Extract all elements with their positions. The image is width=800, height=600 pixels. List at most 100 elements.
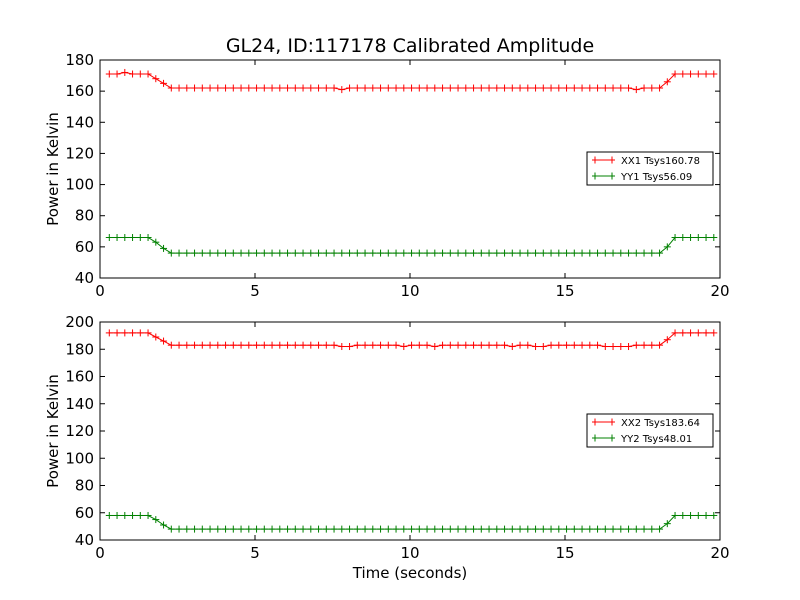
data-point	[423, 341, 431, 349]
data-point	[338, 525, 346, 533]
data-point	[702, 234, 710, 242]
data-point	[470, 249, 478, 257]
legend: XX2 Tsys183.64 YY2 Tsys48.01	[586, 413, 714, 448]
data-point	[315, 525, 323, 533]
data-point	[268, 84, 276, 92]
data-point	[578, 84, 586, 92]
data-point	[694, 234, 702, 242]
legend-box	[586, 151, 714, 186]
data-point	[508, 343, 516, 351]
data-point	[353, 84, 361, 92]
x-tick-label: 5	[250, 282, 260, 300]
data-point	[640, 249, 648, 257]
data-point	[206, 84, 214, 92]
data-point	[299, 84, 307, 92]
data-point	[167, 84, 175, 92]
data-point	[167, 341, 175, 349]
data-point	[237, 341, 245, 349]
data-point	[710, 70, 718, 78]
x-tick-label: 0	[95, 544, 105, 562]
data-point	[322, 249, 330, 257]
data-point	[183, 525, 191, 533]
data-point	[539, 343, 547, 351]
data-point	[555, 84, 563, 92]
data-point	[563, 84, 571, 92]
legend-label: YY2 Tsys48.01	[620, 434, 692, 445]
data-point	[260, 525, 268, 533]
data-point	[167, 249, 175, 257]
y-tick-label: 160	[65, 368, 94, 386]
data-point	[547, 84, 555, 92]
data-point	[586, 84, 594, 92]
data-point	[353, 249, 361, 257]
data-point	[384, 525, 392, 533]
legend: XX1 Tsys160.78 YY1 Tsys56.09	[586, 151, 714, 186]
data-point	[477, 84, 485, 92]
data-point	[105, 511, 113, 519]
data-point	[384, 84, 392, 92]
data-point	[663, 243, 671, 251]
y-tick-label: 60	[75, 504, 94, 522]
data-point	[687, 329, 695, 337]
data-point	[625, 525, 633, 533]
data-point	[206, 249, 214, 257]
data-point	[260, 249, 268, 257]
data-point	[105, 329, 113, 337]
subplot-bottom: 0 5 10 15 20 40 60 80 100 120 140 160 180 200 Power in…	[44, 313, 730, 582]
data-point	[470, 84, 478, 92]
data-point	[415, 249, 423, 257]
data-point	[563, 341, 571, 349]
data-point	[501, 525, 509, 533]
data-point	[291, 341, 299, 349]
data-point	[679, 511, 687, 519]
data-point	[206, 525, 214, 533]
data-point	[671, 234, 679, 242]
series-1	[105, 68, 718, 94]
data-point	[648, 249, 656, 257]
data-point	[625, 84, 633, 92]
data-point	[524, 84, 532, 92]
subplot-top: 0 5 10 15 20 40 60 80 100 120 140 160 180 Power in Ke…	[44, 51, 730, 300]
data-point	[485, 341, 493, 349]
data-point	[245, 84, 253, 92]
data-point	[578, 341, 586, 349]
data-point	[121, 68, 129, 76]
data-point	[307, 525, 315, 533]
data-point	[222, 341, 230, 349]
data-point	[377, 341, 385, 349]
data-point	[439, 341, 447, 349]
data-point	[423, 84, 431, 92]
data-point	[446, 525, 454, 533]
data-point	[415, 84, 423, 92]
data-point	[632, 525, 640, 533]
y-axis-label: Power in Kelvin	[44, 374, 62, 488]
data-point	[462, 341, 470, 349]
data-point	[183, 84, 191, 92]
series-2	[105, 234, 718, 257]
data-point	[229, 249, 237, 257]
data-point	[353, 341, 361, 349]
data-point	[260, 341, 268, 349]
data-point	[330, 249, 338, 257]
data-point	[113, 70, 121, 78]
data-point	[547, 249, 555, 257]
data-point	[508, 525, 516, 533]
data-point	[229, 341, 237, 349]
data-point	[687, 511, 695, 519]
x-tick-label: 0	[95, 282, 105, 300]
data-point	[710, 511, 718, 519]
data-point	[570, 525, 578, 533]
data-point	[408, 84, 416, 92]
data-point	[439, 249, 447, 257]
data-point	[160, 337, 168, 345]
data-point	[710, 234, 718, 242]
data-point	[369, 341, 377, 349]
data-point	[291, 249, 299, 257]
data-point	[617, 249, 625, 257]
data-point	[485, 249, 493, 257]
data-point	[446, 249, 454, 257]
y-tick-label: 140	[65, 113, 94, 131]
data-point	[694, 329, 702, 337]
data-point	[710, 329, 718, 337]
